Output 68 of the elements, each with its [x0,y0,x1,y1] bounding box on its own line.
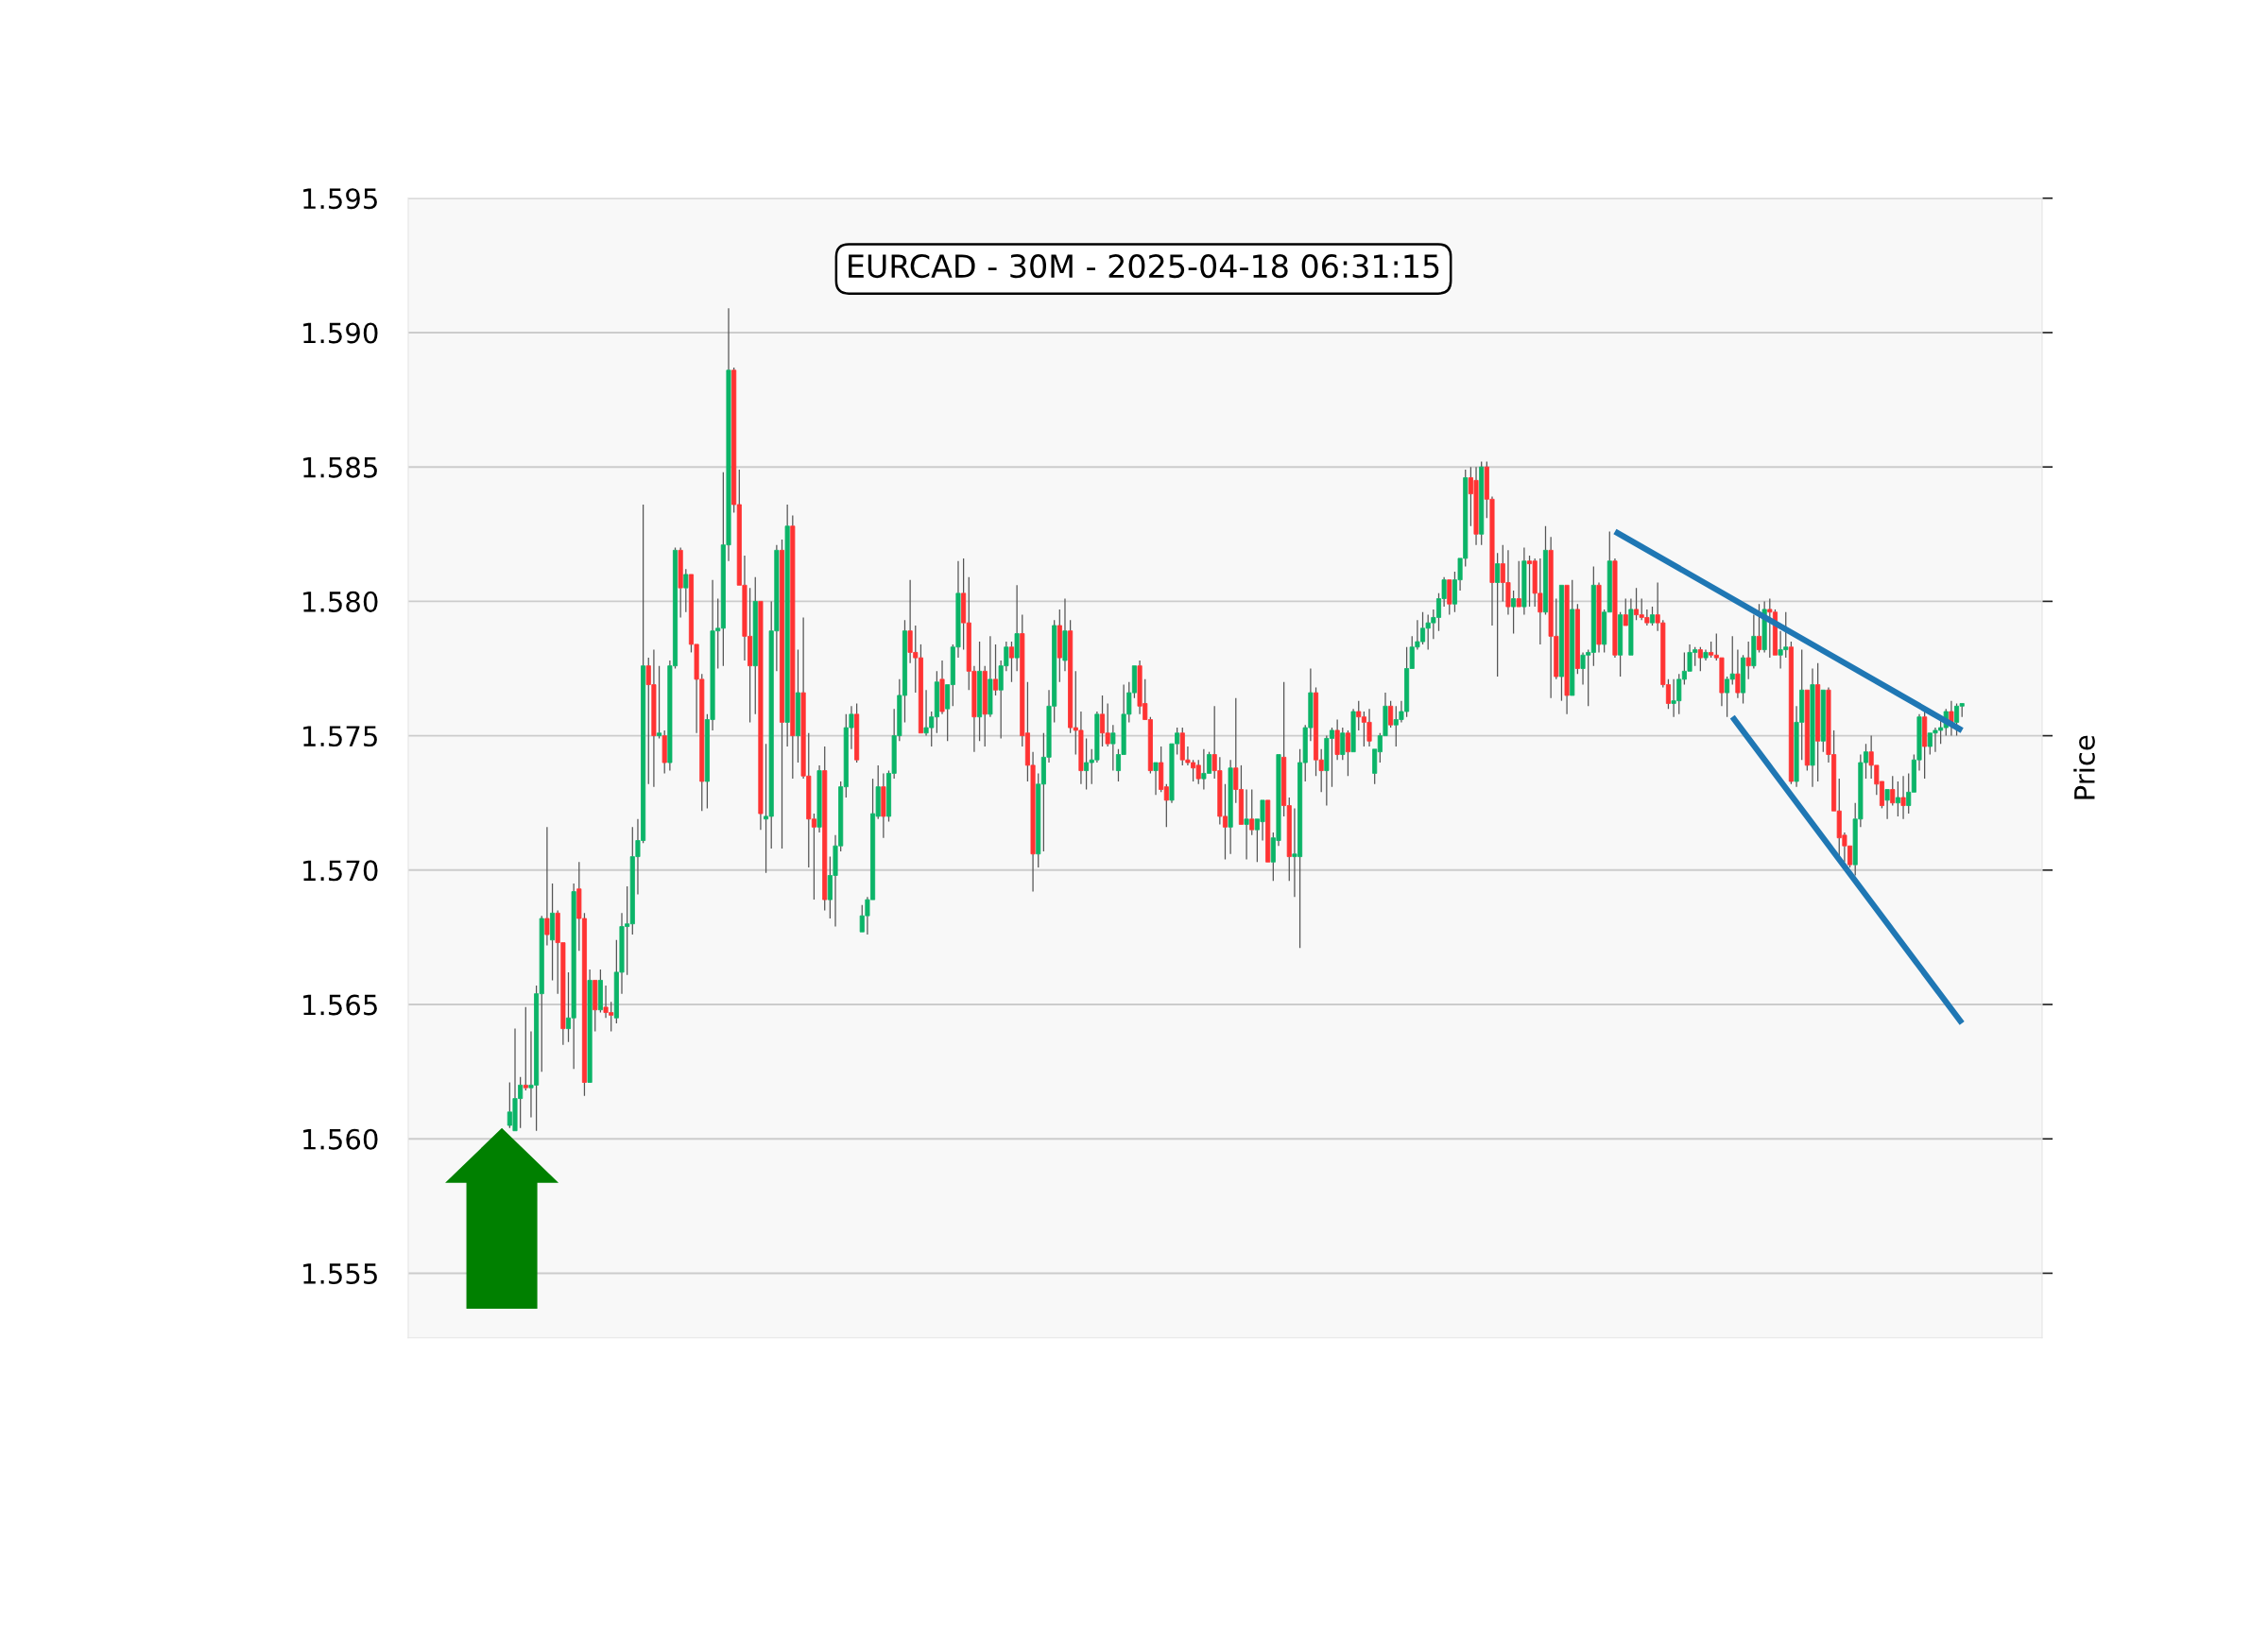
candlestick [1249,788,1255,836]
candlestick [779,539,785,849]
candlestick [1884,789,1890,820]
candlestick [587,969,593,1083]
candlestick [1564,584,1570,715]
y-tick-label: 1.570 [303,860,378,882]
candlestick [1558,584,1564,702]
candlestick [1628,597,1634,656]
candlestick [1057,609,1062,683]
candlestick [1612,558,1618,659]
candlestick [988,635,993,718]
candlestick [1735,648,1741,699]
candlestick [1334,718,1340,761]
candlestick [1618,611,1624,678]
candlestick [1756,603,1762,654]
y-tick-label: 1.575 [303,726,377,747]
candlestick [1110,724,1116,772]
candlestick [593,980,598,1033]
candlestick [977,641,983,742]
y-tick-label: 1.585 [303,456,377,478]
candlestick [1542,525,1549,616]
text: EURCAD - 30M - 2025-04-18 06:31:15 [849,253,1439,279]
candlestick [544,826,550,947]
candlestick [683,568,689,613]
candlestick [790,514,796,780]
candlestick [1521,546,1527,616]
candlestick [1570,579,1575,696]
y-tick-label: 1.590 [303,322,378,344]
y-axis-title: Price [2073,735,2095,799]
candlestick [758,600,764,831]
candlestick [752,576,758,715]
candlestick [816,764,822,833]
candlestick [795,648,800,764]
candlestick [1350,708,1356,753]
candlestick [1495,552,1501,678]
candlestick [982,665,988,747]
candlestick [1703,648,1709,661]
candlestick [1815,662,1821,782]
candlestick [1244,788,1249,861]
y-tick-label: 1.565 [303,994,377,1016]
candlestick [992,643,999,696]
candlestick [1922,711,1928,780]
candlestick [657,665,662,740]
candlestick [881,772,886,839]
candlestick [1511,590,1517,635]
candlestick [678,546,683,619]
candlestick [1751,613,1757,670]
candlestick [939,660,945,715]
candlestick [784,504,790,747]
candlestick [1596,581,1602,654]
candlestick [1895,781,1900,817]
candlestick [1228,759,1233,855]
candlestick [1062,597,1068,672]
candlestick [1516,560,1521,608]
candlestick [550,883,556,982]
candlestick [1810,667,1815,788]
candlestick [1008,641,1015,683]
y-tick-label: 1.580 [303,591,378,612]
candlestick [523,1006,528,1091]
y-tick-label: 1.555 [303,1263,377,1284]
y-tick-label: 1.595 [303,188,377,210]
candlestick [1014,584,1020,672]
candlestick [1900,775,1906,820]
candlestick [822,746,828,912]
candlestick [1745,641,1751,680]
candlestick [1153,762,1159,796]
candlestick [1345,729,1350,777]
y-tick-label: 1.560 [303,1128,378,1150]
